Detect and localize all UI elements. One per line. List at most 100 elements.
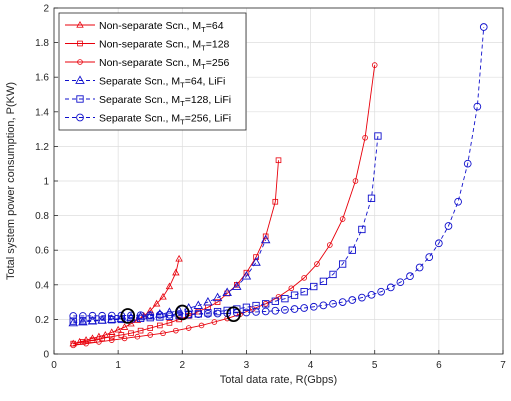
legend: Non-separate Scn., MT=64 Non-separate Scn…	[58, 12, 247, 131]
data-point	[121, 335, 128, 342]
annotation-ellipse	[226, 306, 241, 323]
data-point	[194, 310, 203, 319]
data-point	[396, 278, 405, 287]
y-tick-label: 2	[43, 4, 49, 15]
data-point	[241, 271, 252, 280]
data-point	[128, 330, 134, 337]
data-point	[96, 339, 102, 345]
data-point	[473, 102, 482, 111]
data-point	[165, 282, 174, 290]
data-point	[261, 307, 270, 316]
x-tick-label: 0	[51, 360, 57, 371]
data-point	[166, 320, 173, 326]
series-line	[73, 26, 485, 317]
data-point	[211, 319, 218, 325]
y-tick-label: 1.4	[35, 107, 49, 118]
data-point	[300, 288, 308, 296]
y-tick-label: 1.8	[35, 38, 49, 49]
data-point	[319, 277, 328, 285]
data-point	[329, 299, 337, 308]
data-point	[107, 311, 116, 320]
data-point	[98, 311, 106, 320]
data-point	[204, 310, 212, 318]
legend-marker	[77, 59, 83, 65]
data-point	[70, 342, 77, 349]
legend-entry: Non-separate Scn., MT=64	[65, 20, 224, 34]
legend-marker	[77, 40, 83, 47]
data-point	[212, 292, 223, 302]
data-point	[135, 311, 146, 321]
x-axis-label: Total data rate, R(Gbps)	[220, 374, 337, 386]
data-point	[377, 287, 385, 296]
legend-marker	[76, 20, 84, 28]
data-point	[108, 333, 115, 340]
data-point	[339, 216, 346, 222]
data-point	[116, 313, 127, 322]
data-point	[69, 317, 77, 325]
data-point	[435, 239, 443, 248]
data-point	[374, 132, 382, 140]
x-tick-label: 6	[436, 360, 442, 371]
data-point	[222, 287, 232, 296]
data-point	[198, 322, 205, 329]
data-point	[98, 316, 106, 324]
data-point	[83, 340, 89, 347]
data-point	[152, 299, 161, 307]
legend-label: Non-separate Scn., MT=128	[99, 39, 230, 53]
data-point	[362, 134, 368, 141]
data-point	[262, 233, 269, 240]
data-point	[79, 312, 87, 320]
data-point	[454, 197, 462, 206]
data-point	[120, 323, 129, 330]
x-tick-label: 7	[500, 360, 506, 371]
data-point	[290, 305, 299, 313]
data-point	[88, 311, 97, 320]
legend-entry: Separate Scn., MT=64, LiFi	[65, 75, 225, 90]
data-point	[157, 322, 163, 329]
data-point	[173, 327, 179, 334]
data-point	[271, 297, 279, 305]
legend-entry: Non-separate Scn., MT=128	[65, 39, 230, 53]
legend-marker	[76, 113, 84, 122]
y-tick-label: 0.4	[35, 280, 49, 291]
data-point	[165, 310, 174, 319]
data-point	[108, 316, 116, 324]
data-point	[319, 301, 328, 310]
data-point	[233, 305, 241, 313]
data-point	[136, 311, 145, 320]
data-point	[281, 306, 289, 314]
data-point	[348, 296, 357, 304]
series-3	[70, 62, 378, 349]
series-line	[73, 65, 376, 346]
data-point	[193, 300, 204, 309]
data-point	[136, 314, 145, 323]
legend-label: Separate Scn., MT=64, LiFi	[99, 76, 225, 90]
data-point	[203, 296, 213, 306]
data-point	[348, 246, 356, 254]
data-point	[172, 268, 180, 276]
data-point	[185, 325, 192, 331]
data-point	[262, 300, 270, 308]
legend-entry: Non-separate Scn., MT=256	[65, 57, 230, 71]
legend-label: Non-separate Scn., MT=64	[99, 20, 224, 34]
y-tick-label: 0.8	[35, 211, 49, 222]
data-point	[358, 225, 366, 234]
data-point	[155, 311, 164, 319]
x-tick-label: 3	[244, 360, 250, 371]
data-point	[367, 194, 376, 202]
data-point	[147, 332, 154, 338]
y-tick-label: 1.6	[35, 73, 49, 84]
legend-marker	[76, 95, 84, 103]
data-point	[243, 269, 250, 276]
legend-entry: Separate Scn., MT=256, LiFi	[65, 113, 231, 127]
data-point	[108, 337, 115, 343]
annotation-ellipse	[120, 308, 136, 324]
y-tick-label: 0.2	[35, 315, 49, 326]
data-point	[78, 316, 88, 326]
data-point	[79, 317, 87, 325]
data-point	[126, 312, 136, 322]
data-point	[99, 335, 105, 342]
data-point	[288, 285, 295, 292]
data-point	[160, 330, 166, 337]
